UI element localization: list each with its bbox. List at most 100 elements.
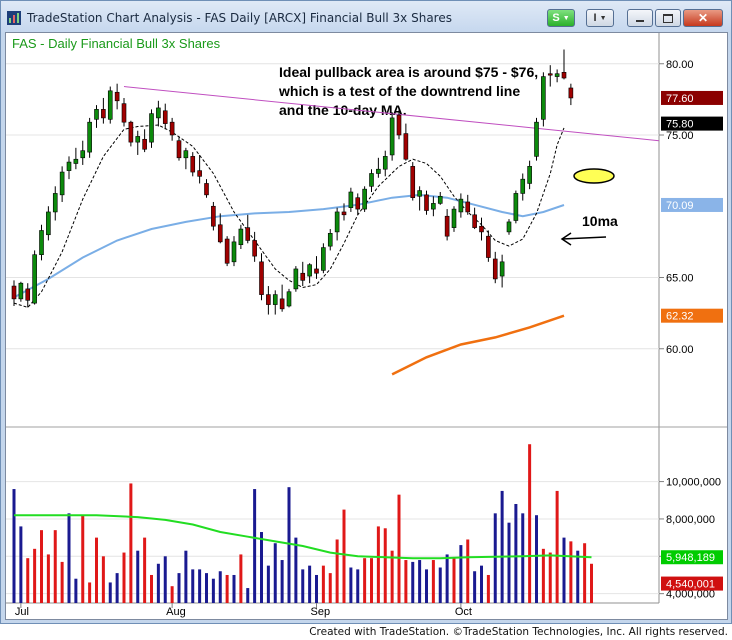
minimize-button[interactable] [627, 9, 653, 27]
last-volume-badge-bg [661, 576, 723, 591]
last-volume-badge: 4,540,001 [666, 579, 715, 591]
strategy-button[interactable]: S ▼ [547, 9, 575, 27]
volume-bar [315, 574, 318, 603]
ma50-value-badge-bg [661, 197, 723, 212]
candle-body [547, 73, 553, 76]
volume-bar [452, 558, 456, 603]
volume-bar [397, 494, 401, 603]
volume-bar [95, 537, 98, 603]
minimize-icon [636, 20, 644, 22]
indicator-button[interactable]: I ▼ [586, 9, 614, 27]
close-button[interactable]: ✕ [683, 9, 723, 27]
candle-body [59, 171, 65, 196]
candle-body [389, 117, 395, 156]
candle-body [25, 288, 31, 301]
volume-bar [466, 539, 470, 603]
volume-tick-label: 8,000,000 [666, 514, 715, 526]
volume-bar [122, 552, 126, 603]
candle-body [32, 254, 37, 304]
volume-bar [156, 563, 160, 603]
ma200-value-badge-bg [661, 308, 723, 323]
ma200-value-badge: 62.32 [666, 311, 694, 323]
candle-body [568, 87, 574, 99]
volume-bar [19, 526, 23, 603]
target-price-badge: 75.80 [666, 119, 694, 131]
candle-body [224, 238, 230, 264]
candle-body [101, 109, 106, 119]
candle-body [46, 211, 51, 236]
volume-bar [150, 574, 153, 603]
annotation-line: Ideal pullback area is around $75 - $76, [279, 64, 538, 80]
volume-bars [12, 444, 593, 603]
volume-bar [507, 522, 511, 603]
volume-bar [260, 532, 263, 603]
volume-bar [548, 552, 552, 603]
volume-bar [266, 565, 270, 603]
volume-bar [349, 567, 353, 603]
volume-bar [184, 550, 188, 603]
volume-bar [246, 588, 250, 603]
last-price-badge-bg [661, 90, 723, 105]
volume-bar [390, 550, 394, 603]
candle-body [314, 268, 319, 274]
candle-body [11, 285, 17, 300]
volume-bar [115, 573, 119, 603]
candle-body [369, 173, 374, 187]
candle-body [382, 156, 388, 170]
volume-tick-label: 4,000,000 [666, 589, 715, 601]
volume-bar [225, 574, 229, 603]
candle-body [149, 113, 154, 143]
downtrend-line [123, 86, 660, 142]
chart-canvas[interactable]: FAS - Daily Financial Bull 3x Shares Ide… [6, 33, 727, 619]
volume-bar [53, 530, 57, 603]
volume-bar [514, 503, 518, 603]
candle-body [156, 107, 161, 119]
volume-bar [425, 569, 428, 603]
chart-header: FAS - Daily Financial Bull 3x Shares [12, 36, 221, 51]
volume-bar [33, 548, 37, 603]
price-candles [11, 49, 574, 315]
candle-body [458, 198, 464, 213]
axis-labels: 80.00 75.00 65.00 60.00 10,000,000 8,000,000 6… [15, 59, 721, 618]
title-bar[interactable]: TradeStation Chart Analysis - FAS Daily … [1, 1, 731, 33]
volume-bar [411, 561, 415, 603]
candle-body [162, 110, 168, 124]
volume-bar [431, 560, 435, 603]
volume-bar [287, 487, 291, 603]
volume-bar [273, 543, 277, 603]
volume-bar [321, 565, 325, 603]
price-tick-label: 80.00 [666, 59, 694, 71]
candle-body [176, 140, 182, 159]
candle-body [128, 121, 134, 143]
maximize-icon [663, 13, 673, 23]
volume-bar [445, 554, 449, 603]
date-tick-label: Oct [455, 606, 472, 618]
volume-bar [191, 569, 195, 603]
candle-body [554, 73, 560, 77]
chart-pane[interactable]: FAS - Daily Financial Bull 3x Shares Ide… [5, 32, 728, 620]
candle-body [506, 221, 512, 233]
candle-body [362, 188, 367, 210]
candle-body [410, 166, 416, 199]
volume-bar [218, 571, 222, 603]
volume-bar [101, 556, 105, 603]
candle-body [465, 201, 471, 213]
volume-bar [308, 565, 312, 603]
candle-body [534, 121, 539, 157]
ma10-line [13, 124, 565, 308]
maximize-button[interactable] [655, 9, 681, 27]
volume-bar [473, 571, 477, 603]
candle-body [327, 233, 333, 247]
volume-bar [46, 554, 50, 603]
volume-bar [335, 539, 339, 603]
price-tick-label: 65.00 [666, 273, 694, 285]
price-badges: 77.60 75.80 70.09 62.32 5,948,189 4,540,001 [661, 90, 723, 591]
volume-bar [383, 528, 387, 603]
dropdown-arrow-icon: ▼ [562, 14, 570, 22]
candle-body [396, 114, 402, 136]
candle-body [183, 150, 189, 159]
volume-bar [342, 509, 346, 603]
date-tick-label: Sep [311, 606, 331, 618]
candle-body [348, 191, 354, 208]
volume-bar [12, 489, 16, 603]
